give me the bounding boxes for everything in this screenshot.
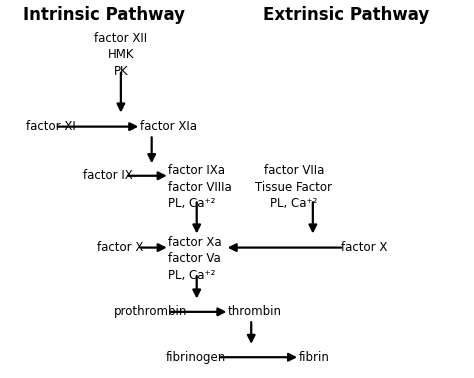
Text: factor X: factor X	[341, 241, 388, 254]
Text: factor Xa
factor Va
PL, Ca⁺²: factor Xa factor Va PL, Ca⁺²	[168, 236, 222, 282]
Text: fibrinogen: fibrinogen	[166, 351, 226, 364]
Text: factor VIIa
Tissue Factor
PL, Ca⁺²: factor VIIa Tissue Factor PL, Ca⁺²	[255, 164, 332, 210]
Text: prothrombin: prothrombin	[114, 305, 187, 318]
Text: factor XIa: factor XIa	[140, 120, 197, 133]
Text: factor IXa
factor VIIIa
PL, Ca⁺²: factor IXa factor VIIIa PL, Ca⁺²	[168, 164, 232, 210]
Text: Extrinsic Pathway: Extrinsic Pathway	[263, 6, 429, 24]
Text: factor IX: factor IX	[83, 169, 133, 182]
Text: thrombin: thrombin	[228, 305, 282, 318]
Text: fibrin: fibrin	[299, 351, 329, 364]
Text: factor X: factor X	[97, 241, 144, 254]
Text: factor XI: factor XI	[26, 120, 76, 133]
Text: Intrinsic Pathway: Intrinsic Pathway	[23, 6, 185, 24]
Text: factor XII
HMK
PK: factor XII HMK PK	[94, 32, 147, 78]
